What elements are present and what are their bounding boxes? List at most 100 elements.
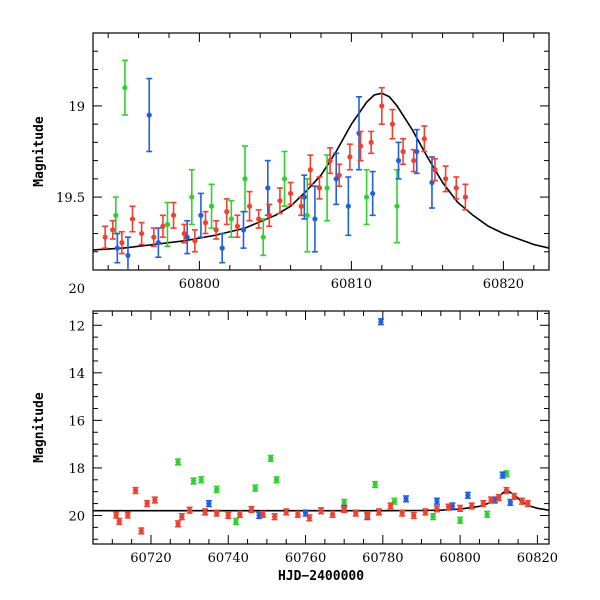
x-tick-label: 60810 [331,277,372,292]
data-point [132,487,139,494]
data-point [246,203,253,209]
data-point [304,212,310,218]
data-point [160,223,166,229]
data-point [445,504,452,510]
top-panel-zoom: 60800 60810 60820 19 19.5 20 Magnitude [32,32,550,297]
plot-frame [92,310,550,545]
data-point [389,121,396,127]
data-point [266,212,272,218]
data-point [248,506,255,513]
data-point [421,136,427,142]
data-point [298,203,304,209]
data-point [507,499,513,505]
data-point [155,240,161,246]
data-point [213,227,219,233]
data-point [234,223,240,229]
data-point [202,220,209,226]
x-tick-label: 60760 [285,551,326,566]
data-point [457,505,463,511]
data-point [336,172,342,178]
data-point [295,511,301,517]
data-point [175,459,181,465]
data-point [480,500,486,507]
data-point [233,518,239,525]
data-point [164,221,171,228]
data-point [503,487,510,494]
data-point [500,472,506,478]
data-point [175,521,181,527]
data-point [519,498,525,504]
y-tick-label: 20 [68,509,85,524]
data-point [394,203,400,209]
x-tick-label: 60780 [362,551,403,566]
data-point [260,511,266,517]
data-point [376,509,382,515]
data-point [225,512,231,519]
data-point [312,216,318,222]
data-point [492,497,498,503]
data-point [364,194,370,200]
data-layer [93,59,549,270]
data-point [219,245,225,251]
data-point [125,512,131,518]
data-point [329,511,336,517]
data-point [151,234,157,240]
data-point [265,185,271,191]
data-point [242,176,248,182]
data-point [341,499,347,505]
data-point [301,194,307,200]
x-tick-label: 60800 [439,551,480,566]
data-point [511,493,517,500]
data-point [345,203,351,209]
data-point [430,514,436,520]
data-point [395,158,402,164]
data-point [252,485,258,491]
y-tick-label: 14 [68,367,85,382]
y-tick-label: 19 [68,100,85,115]
data-point [307,167,313,173]
x-tick-label: 60820 [517,551,558,566]
data-point [488,497,494,503]
data-point [434,506,440,512]
data-point [368,139,374,145]
data-point [347,154,353,160]
bottom-panel-full: 60720 60740 60760 60780 60800 60820 12 14 16 18 20… [32,310,558,584]
data-point [110,227,116,233]
data-point [496,495,502,501]
data-point [432,167,438,173]
data-point [277,198,283,204]
data-point [268,455,274,462]
data-point [465,492,471,498]
data-point [170,212,177,218]
data-point [387,503,394,509]
data-point [208,203,215,209]
data-point [400,148,406,155]
data-point [198,477,204,483]
data-point [206,500,212,507]
data-point [316,185,323,191]
data-point [113,512,119,518]
y-axis-label: Magnitude [32,116,47,187]
data-point [273,477,280,483]
data-point [214,486,220,492]
x-axis-label: HJD−2400000 [278,569,364,584]
x-tick-label: 60720 [130,551,171,566]
data-point [306,515,313,521]
data-point [399,510,405,516]
data-point [403,496,409,502]
data-point [184,234,190,240]
y-axis-label: Magnitude [32,392,47,463]
data-point [187,507,193,513]
y-tick-label: 18 [68,462,85,477]
data-point [139,230,145,237]
data-point [353,510,359,516]
y-tick-label: 20 [68,282,85,297]
data-point [288,190,294,197]
data-point [224,209,230,215]
x-tick-label: 60820 [483,277,524,292]
data-point [202,509,208,515]
data-point [152,497,158,503]
data-point [333,176,339,182]
data-point [228,216,234,222]
data-point [214,510,220,516]
